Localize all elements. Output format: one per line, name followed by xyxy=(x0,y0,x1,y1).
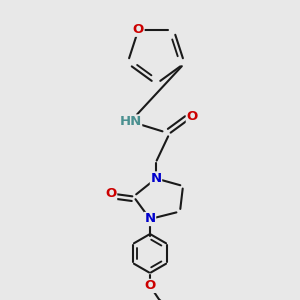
Text: O: O xyxy=(105,187,117,200)
Text: O: O xyxy=(144,279,156,292)
Text: N: N xyxy=(150,172,162,185)
Text: O: O xyxy=(133,23,144,36)
Text: HN: HN xyxy=(119,115,142,128)
Text: O: O xyxy=(186,110,198,124)
Text: N: N xyxy=(144,212,156,226)
